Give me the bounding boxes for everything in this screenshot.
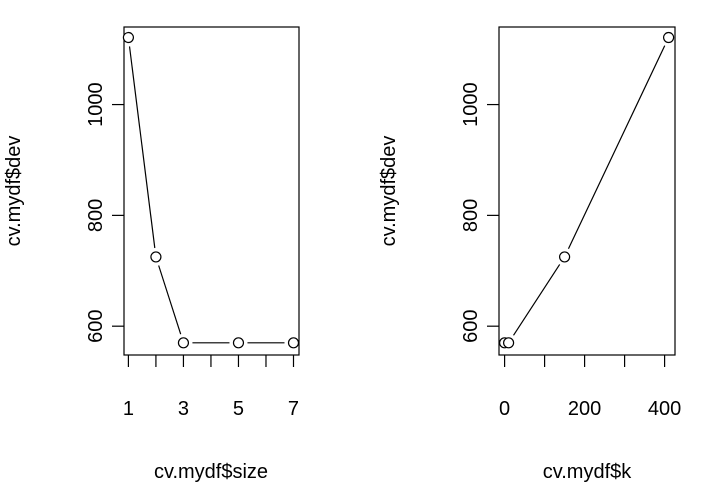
x-axis-title: cv.mydf$size bbox=[154, 461, 268, 483]
x-tick-label: 200 bbox=[568, 398, 601, 420]
data-point bbox=[150, 251, 162, 263]
data-point bbox=[122, 31, 135, 44]
x-tick-label: 1 bbox=[123, 398, 134, 420]
series-line-segment bbox=[128, 46, 156, 249]
y-axis-title: cv.mydf$dev bbox=[378, 136, 400, 247]
y-tick-label: 600 bbox=[460, 310, 482, 343]
series-line-segment bbox=[158, 265, 182, 335]
y-tick-label: 1000 bbox=[85, 82, 107, 127]
data-point bbox=[503, 337, 515, 349]
panel-k: 0 200 400 600 800 1000 cv.mydf$k cv.mydf$dev bbox=[378, 26, 681, 483]
x-axis-title: cv.mydf$k bbox=[543, 461, 633, 483]
x-tick-label: 7 bbox=[288, 398, 299, 420]
x-tick-label: 5 bbox=[233, 398, 244, 420]
plot-frame bbox=[498, 26, 676, 356]
data-point bbox=[558, 251, 571, 263]
y-tick-label: 800 bbox=[460, 199, 482, 232]
data-point bbox=[177, 337, 190, 349]
y-axis-title: cv.mydf$dev bbox=[3, 136, 25, 247]
data-point bbox=[662, 31, 675, 44]
x-tick-label: 0 bbox=[499, 398, 510, 420]
y-tick-label: 800 bbox=[85, 199, 107, 232]
panel-size: 1 3 5 7 600 800 1000 cv.mydf$size cv.mydf$dev bbox=[3, 26, 300, 483]
series-line-segment bbox=[567, 45, 666, 250]
x-tick-label: 3 bbox=[178, 398, 189, 420]
y-tick-label: 1000 bbox=[460, 82, 482, 127]
x-tick-label: 400 bbox=[648, 398, 681, 420]
data-point bbox=[232, 337, 245, 349]
y-tick-label: 600 bbox=[85, 310, 107, 343]
series-line-segment bbox=[513, 264, 561, 336]
plot-frame bbox=[123, 26, 300, 356]
data-point bbox=[287, 337, 300, 349]
